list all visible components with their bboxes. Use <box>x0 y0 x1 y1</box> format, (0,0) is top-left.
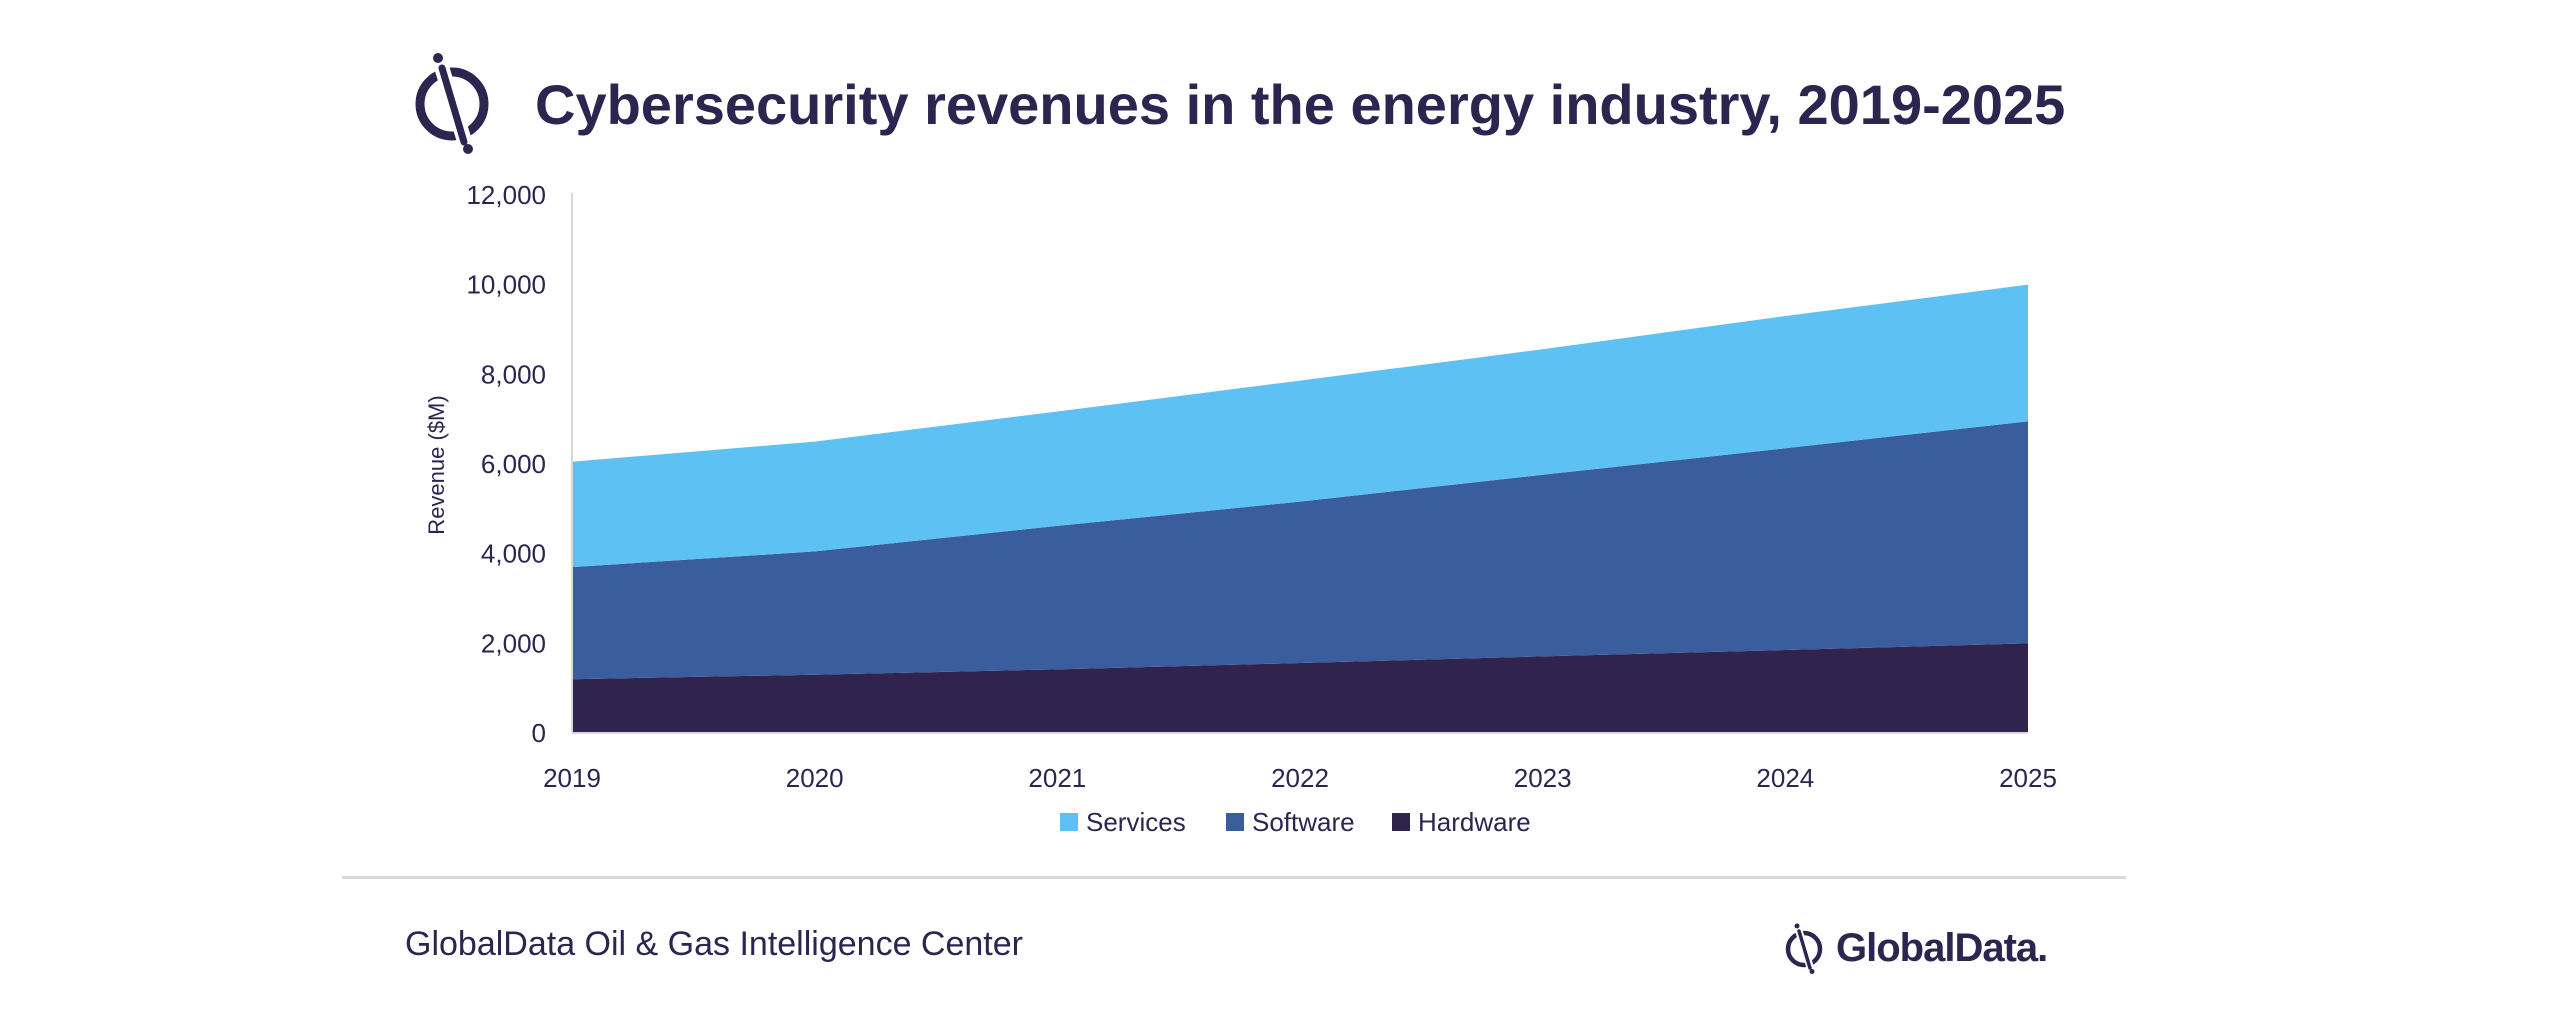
area-layer <box>572 284 2028 733</box>
y-tick-label: 4,000 <box>481 539 546 569</box>
y-tick-labels: 0 2,000 4,000 6,000 8,000 10,000 12,000 <box>466 180 546 748</box>
area-series-software <box>572 421 2028 680</box>
legend-swatch-services <box>1060 813 1078 831</box>
x-tick-label: 2019 <box>543 763 601 793</box>
area-series-services <box>572 284 2028 568</box>
area-series-hardware <box>572 643 2028 733</box>
x-tick-label: 2025 <box>1999 763 2057 793</box>
x-tick-label: 2021 <box>1028 763 1086 793</box>
x-tick-label: 2020 <box>786 763 844 793</box>
legend: Services Software Hardware <box>1060 807 1531 837</box>
x-tick-label: 2023 <box>1514 763 1572 793</box>
y-axis-label: Revenue ($M) <box>424 395 449 534</box>
legend-label-hardware: Hardware <box>1418 807 1531 837</box>
globaldata-mark-icon <box>415 53 489 154</box>
footer-divider <box>342 876 2126 879</box>
legend-label-services: Services <box>1086 807 1186 837</box>
y-tick-label: 0 <box>532 718 546 748</box>
source-note: GlobalData Oil & Gas Intelligence Center <box>405 925 1023 963</box>
legend-swatch-hardware <box>1392 813 1410 831</box>
legend-swatch-software <box>1226 813 1244 831</box>
y-tick-label: 8,000 <box>481 359 546 389</box>
x-tick-labels: 2019 2020 2021 2022 2023 2024 2025 <box>543 763 2057 793</box>
globaldata-mark-icon <box>1785 923 1823 974</box>
brand-logo: GlobalData. <box>1780 918 2048 978</box>
y-tick-label: 12,000 <box>466 180 546 210</box>
x-tick-label: 2022 <box>1271 763 1329 793</box>
legend-label-software: Software <box>1252 807 1355 837</box>
y-tick-label: 2,000 <box>481 628 546 658</box>
y-tick-label: 6,000 <box>481 449 546 479</box>
brand-name: GlobalData. <box>1836 925 2048 970</box>
axes <box>571 193 2028 734</box>
x-tick-label: 2024 <box>1756 763 1814 793</box>
y-tick-label: 10,000 <box>466 270 546 300</box>
chart-title: Cybersecurity revenues in the energy ind… <box>535 73 2066 136</box>
